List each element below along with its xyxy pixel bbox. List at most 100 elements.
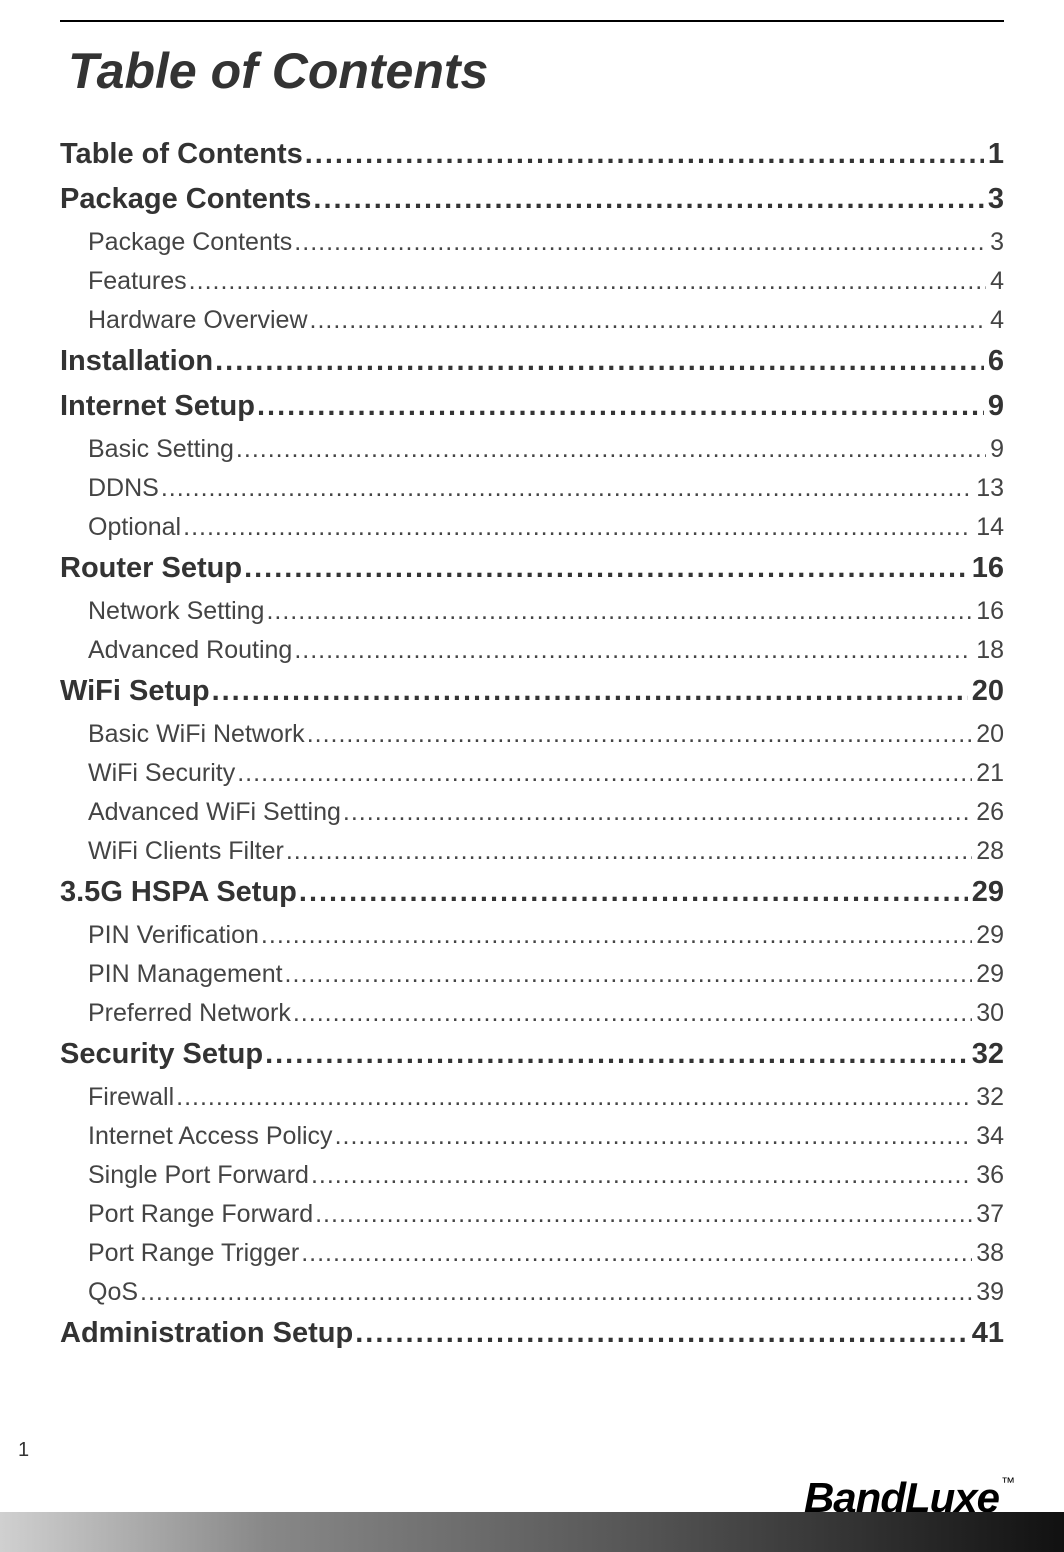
toc-dots — [244, 552, 968, 585]
toc-entry: Features 4 — [88, 267, 1004, 296]
toc-entry: Advanced WiFi Setting26 — [88, 798, 1004, 827]
footer: BandLuxe™ — [0, 1482, 1064, 1552]
toc-label: Firewall — [88, 1083, 174, 1112]
toc-page: 26 — [974, 798, 1004, 827]
toc-page: 13 — [974, 474, 1004, 503]
toc-dots — [257, 390, 984, 423]
toc-label: QoS — [88, 1278, 138, 1307]
toc-page: 39 — [974, 1278, 1004, 1307]
page-title: Table of Contents — [68, 42, 1004, 100]
toc-entry: Security Setup32 — [60, 1038, 1004, 1071]
toc-page: 16 — [974, 597, 1004, 626]
toc-dots — [310, 306, 987, 335]
toc-dots — [215, 345, 984, 378]
toc-label: Optional — [88, 513, 181, 542]
toc-page: 29 — [974, 960, 1004, 989]
toc-label: PIN Management — [88, 960, 283, 989]
toc-entry: Internet Setup 9 — [60, 390, 1004, 423]
toc-entry: Network Setting 16 — [88, 597, 1004, 626]
toc-dots — [307, 720, 973, 749]
toc-entry: Table of Contents 1 — [60, 138, 1004, 171]
toc-entry: Port Range Forward 37 — [88, 1200, 1004, 1229]
toc-entry: WiFi Setup 20 — [60, 675, 1004, 708]
toc-page: 4 — [988, 267, 1004, 296]
toc-entry: Advanced Routing 18 — [88, 636, 1004, 665]
toc-page: 29 — [970, 876, 1004, 909]
toc-dots — [140, 1278, 972, 1307]
toc-entry: Port Range Trigger38 — [88, 1239, 1004, 1268]
toc-entry: Firewall 32 — [88, 1083, 1004, 1112]
toc-entry: PIN Verification 29 — [88, 921, 1004, 950]
toc-entry: Single Port Forward36 — [88, 1161, 1004, 1190]
toc-label: Preferred Network — [88, 999, 291, 1028]
trademark-symbol: ™ — [1001, 1474, 1014, 1490]
toc-label: Port Range Forward — [88, 1200, 313, 1229]
toc-dots — [294, 636, 972, 665]
toc-page: 41 — [970, 1317, 1004, 1350]
table-of-contents: Table of Contents 1 Package Contents 3 Packa… — [60, 138, 1004, 1350]
toc-dots — [261, 921, 972, 950]
toc-entry: Package Contents 3 — [60, 183, 1004, 216]
toc-dots — [335, 1122, 973, 1151]
toc-dots — [286, 837, 972, 866]
toc-entry: Optional 14 — [88, 513, 1004, 542]
toc-label: Table of Contents — [60, 138, 303, 171]
toc-label: Basic Setting — [88, 435, 234, 464]
toc-entry: DDNS13 — [88, 474, 1004, 503]
toc-entry: Hardware Overview 4 — [88, 306, 1004, 335]
toc-dots — [311, 1161, 972, 1190]
toc-page: 14 — [974, 513, 1004, 542]
toc-dots — [161, 474, 972, 503]
toc-dots — [236, 435, 986, 464]
toc-page: 3 — [986, 183, 1004, 216]
toc-entry: Basic Setting9 — [88, 435, 1004, 464]
toc-page: 32 — [974, 1083, 1004, 1112]
toc-entry: WiFi Security21 — [88, 759, 1004, 788]
toc-page: 9 — [986, 390, 1004, 423]
toc-page: 20 — [970, 675, 1004, 708]
toc-page: 4 — [988, 306, 1004, 335]
toc-label: Basic WiFi Network — [88, 720, 305, 749]
page-container: Table of Contents Table of Contents 1 Pack… — [0, 0, 1064, 1552]
toc-page: 16 — [970, 552, 1004, 585]
toc-page: 20 — [974, 720, 1004, 749]
toc-dots — [183, 513, 972, 542]
toc-page: 30 — [974, 999, 1004, 1028]
toc-entry: Internet Access Policy34 — [88, 1122, 1004, 1151]
toc-page: 37 — [974, 1200, 1004, 1229]
toc-entry: 3.5G HSPA Setup 29 — [60, 876, 1004, 909]
toc-dots — [176, 1083, 972, 1112]
toc-label: Network Setting — [88, 597, 264, 626]
toc-label: Security Setup — [60, 1038, 263, 1071]
toc-label: Advanced Routing — [88, 636, 292, 665]
toc-label: Administration Setup — [60, 1317, 353, 1350]
toc-entry: Router Setup 16 — [60, 552, 1004, 585]
toc-label: Installation — [60, 345, 213, 378]
toc-label: Features — [88, 267, 187, 296]
toc-dots — [313, 183, 983, 216]
toc-dots — [299, 876, 968, 909]
page-number: 1 — [18, 1439, 29, 1462]
toc-label: Hardware Overview — [88, 306, 308, 335]
toc-label: Package Contents — [88, 228, 292, 257]
toc-label: 3.5G HSPA Setup — [60, 876, 297, 909]
toc-dots — [265, 1038, 968, 1071]
top-rule — [60, 20, 1004, 22]
toc-dots — [285, 960, 973, 989]
toc-label: WiFi Setup — [60, 675, 210, 708]
toc-dots — [189, 267, 986, 296]
toc-page: 1 — [986, 138, 1004, 171]
toc-dots — [343, 798, 972, 827]
toc-page: 18 — [974, 636, 1004, 665]
toc-page: 38 — [974, 1239, 1004, 1268]
toc-page: 29 — [974, 921, 1004, 950]
toc-label: PIN Verification — [88, 921, 259, 950]
toc-dots — [294, 228, 986, 257]
toc-entry: QoS 39 — [88, 1278, 1004, 1307]
toc-label: Router Setup — [60, 552, 242, 585]
toc-label: Internet Setup — [60, 390, 255, 423]
toc-page: 6 — [986, 345, 1004, 378]
toc-entry: Package Contents3 — [88, 228, 1004, 257]
toc-dots — [266, 597, 972, 626]
toc-label: Package Contents — [60, 183, 311, 216]
